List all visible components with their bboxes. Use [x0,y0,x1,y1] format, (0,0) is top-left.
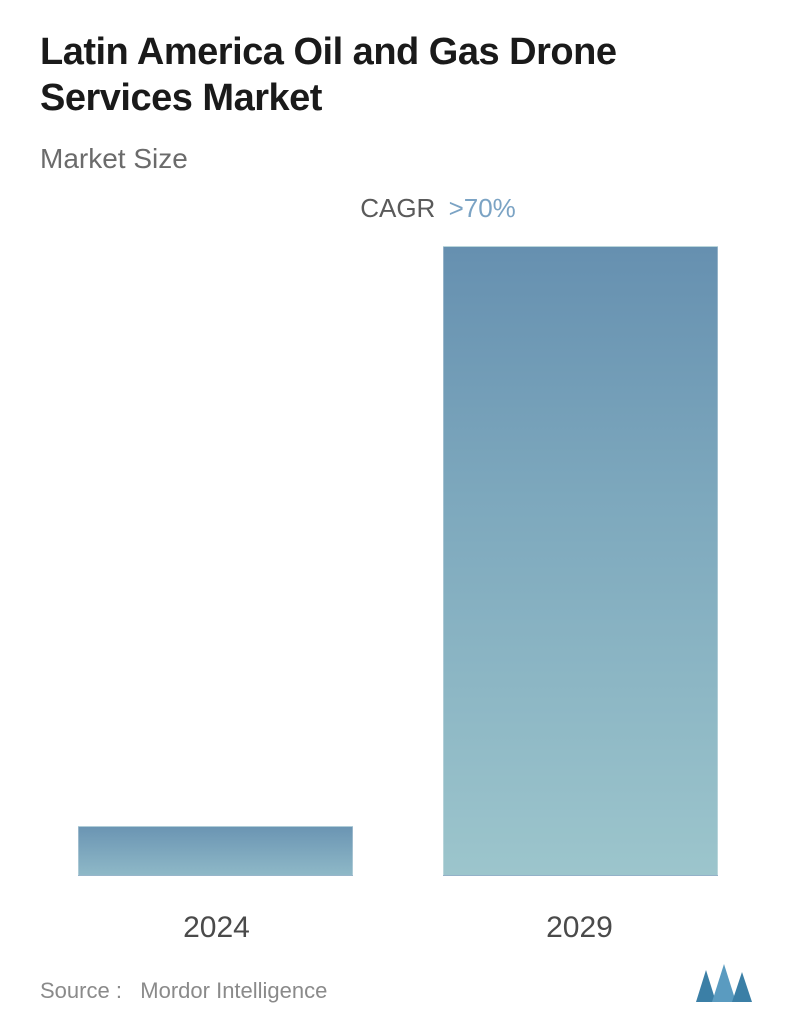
bar-2024 [78,826,353,876]
x-axis-labels: 2024 2029 [40,911,756,945]
bar-chart [40,236,756,876]
bar-2029 [443,246,718,876]
cagr-gt-symbol: > [449,193,464,223]
bar-group-2024 [78,826,353,876]
cagr-label: CAGR [360,193,435,223]
source-name: Mordor Intelligence [140,978,327,1003]
source-label: Source : [40,978,122,1003]
bar-group-2029 [443,246,718,876]
mordor-logo-icon [694,962,756,1004]
chart-footer: Source : Mordor Intelligence [40,962,756,1004]
cagr-indicator: CAGR >70% [40,193,756,224]
chart-subtitle: Market Size [40,143,756,175]
chart-title: Latin America Oil and Gas Drone Services… [40,30,756,121]
x-label-2024: 2024 [80,911,353,945]
source-attribution: Source : Mordor Intelligence [40,978,327,1004]
cagr-value: 70% [464,193,516,223]
x-label-2029: 2029 [443,911,716,945]
